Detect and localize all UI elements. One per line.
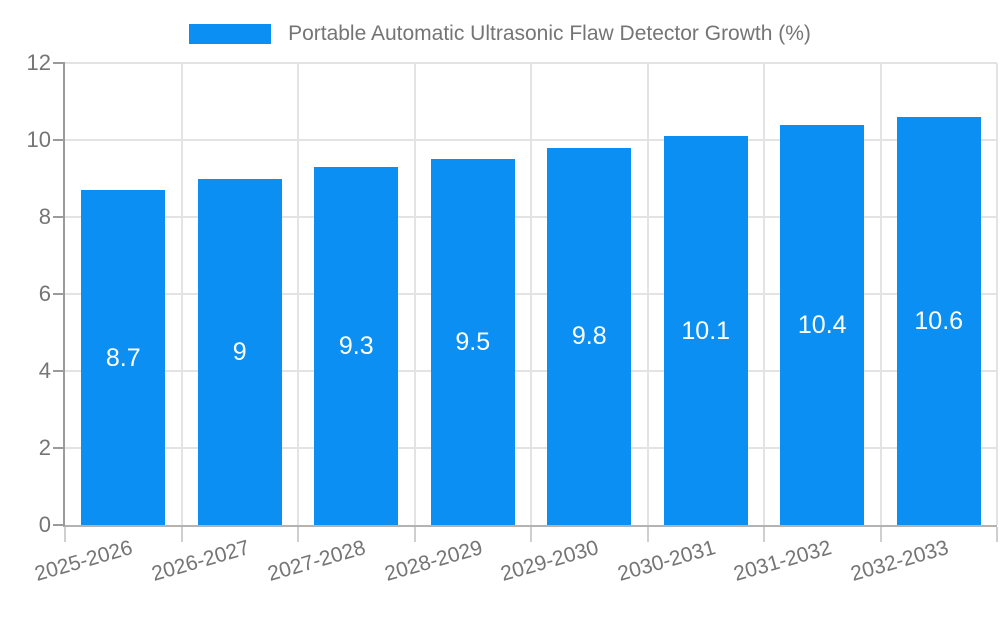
y-tick-mark <box>53 139 65 141</box>
y-tick-label: 4 <box>38 358 51 383</box>
x-tick-mark <box>413 527 416 542</box>
bar: 9.5 <box>430 159 515 525</box>
v-gridline <box>763 63 765 525</box>
v-gridline <box>180 63 183 525</box>
legend-label: Portable Automatic Ultrasonic Flaw Detec… <box>288 22 811 45</box>
y-tick-mark <box>53 524 65 526</box>
y-tick-label: 10 <box>26 127 51 152</box>
y-tick-label: 8 <box>38 204 51 229</box>
bar: 9.8 <box>547 147 632 525</box>
bar: 9.3 <box>314 166 399 525</box>
v-gridline <box>996 63 998 525</box>
x-tick-mark <box>996 527 998 542</box>
x-tick-mark <box>763 527 765 542</box>
y-tick-label: 12 <box>26 50 51 75</box>
bar: 9 <box>197 178 282 525</box>
bar-value-label: 8.7 <box>105 343 141 372</box>
y-tick-label: 6 <box>38 281 51 306</box>
y-tick-mark <box>53 216 65 218</box>
chart: Portable Automatic Ultrasonic Flaw Detec… <box>0 22 1000 586</box>
bar-value-label: 9 <box>232 337 247 366</box>
bar: 8.7 <box>81 190 166 525</box>
x-tick-mark <box>64 527 66 542</box>
y-tick-mark <box>53 447 65 449</box>
v-gridline <box>646 63 649 525</box>
bar-value-label: 9.3 <box>338 331 374 360</box>
x-tick-mark <box>180 527 183 542</box>
x-tick-mark <box>530 527 532 542</box>
v-gridline <box>879 63 882 525</box>
bar-value-label: 10.1 <box>681 316 731 345</box>
bar: 10.1 <box>663 136 748 525</box>
v-gridline <box>297 63 299 525</box>
v-gridline <box>413 63 416 525</box>
legend: Portable Automatic Ultrasonic Flaw Detec… <box>0 22 1000 46</box>
legend-swatch <box>189 24 272 44</box>
y-tick-mark <box>53 370 65 372</box>
y-tick-label: 2 <box>38 435 51 460</box>
plot-area: 0 2 4 6 8 10 12 8.7 2025-2026 9 2026-2027 9.3 2027-2… <box>27 51 998 586</box>
y-tick-mark <box>53 62 65 64</box>
y-tick-mark <box>53 293 65 295</box>
bar-value-label: 9.5 <box>455 328 491 357</box>
x-tick-mark <box>879 527 882 542</box>
x-tick-label: 2032-2033 <box>847 536 951 586</box>
x-tick-mark <box>646 527 649 542</box>
x-tick-mark <box>297 527 299 542</box>
v-gridline <box>530 63 532 525</box>
bar-value-label: 10.6 <box>914 306 964 335</box>
y-tick-label: 0 <box>38 512 51 537</box>
bar-value-label: 9.8 <box>571 322 607 351</box>
bar-value-label: 10.4 <box>797 310 847 339</box>
bar: 10.4 <box>780 124 865 525</box>
bar: 10.6 <box>896 116 981 525</box>
